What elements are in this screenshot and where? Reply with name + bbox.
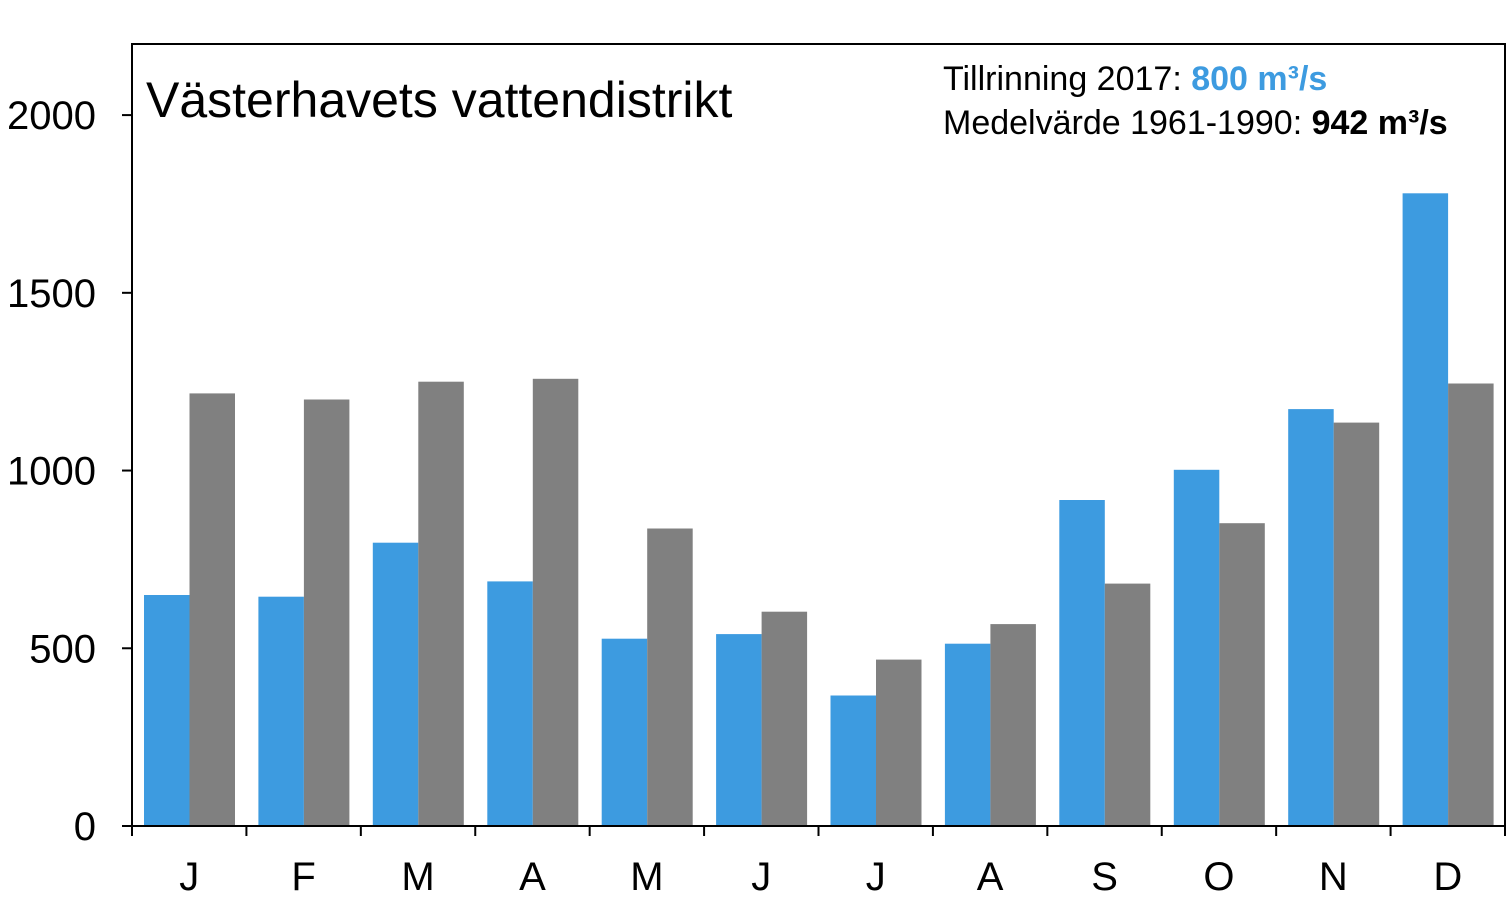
y-tick-label: 1000 (7, 450, 96, 494)
x-tick-label: N (1319, 855, 1348, 899)
x-tick-label: D (1433, 855, 1462, 899)
bar-series2-5 (761, 611, 808, 826)
y-tick-label: 1500 (7, 272, 96, 316)
bar-series2-10 (1333, 422, 1380, 826)
x-tick-label: O (1203, 855, 1234, 899)
y-tick-label: 2000 (7, 94, 96, 138)
bar-series2-1 (303, 399, 350, 826)
bar-series2-7 (990, 624, 1036, 826)
chart-title: Västerhavets vattendistrikt (146, 72, 732, 128)
x-tick-label: M (401, 855, 434, 899)
bar-series2-0 (189, 393, 235, 826)
bar-series1-2 (372, 542, 419, 826)
annotation-current-year-value: 800 m³/s (1191, 60, 1327, 98)
x-tick-label: F (291, 855, 315, 899)
bar-series1-6 (830, 695, 876, 826)
bar-series1-9 (1173, 469, 1220, 826)
bar-series1-5 (716, 634, 762, 826)
bar-series2-4 (647, 528, 693, 826)
bar-series2-3 (532, 378, 579, 826)
bar-series2-11 (1448, 383, 1494, 826)
bar-series1-11 (1402, 193, 1449, 827)
x-tick-label: S (1091, 855, 1118, 899)
bar-series1-3 (487, 581, 533, 826)
bar-series1-7 (944, 643, 991, 826)
bar-series2-6 (876, 659, 922, 826)
annotation-mean: Medelvärde 1961-1990: 942 m³/s (943, 104, 1448, 142)
bar-series1-1 (258, 596, 304, 826)
bar-series1-4 (601, 638, 648, 826)
bar-series2-9 (1219, 523, 1265, 826)
annotation-mean-label: Medelvärde 1961-1990: (943, 104, 1312, 142)
bar-series2-8 (1104, 583, 1151, 826)
annotation-current-year-label: Tillrinning 2017: (943, 60, 1191, 98)
x-tick-label: A (519, 855, 546, 899)
x-tick-label: M (630, 855, 663, 899)
y-axis: 0 500 1000 1500 2000 (7, 94, 132, 849)
bars-group (144, 193, 1494, 827)
x-tick-label: J (179, 855, 199, 899)
bar-series2-2 (418, 381, 464, 826)
x-tick-label: J (866, 855, 886, 899)
bar-series1-8 (1059, 500, 1105, 826)
annotation-mean-value: 942 m³/s (1312, 104, 1448, 142)
y-tick-label: 500 (29, 627, 96, 671)
annotation-current-year: Tillrinning 2017: 800 m³/s (943, 60, 1327, 98)
bar-series1-0 (144, 595, 190, 826)
x-tick-label: A (977, 855, 1004, 899)
x-tick-label: J (751, 855, 771, 899)
y-tick-label: 0 (74, 805, 96, 849)
bar-series1-10 (1288, 409, 1334, 826)
